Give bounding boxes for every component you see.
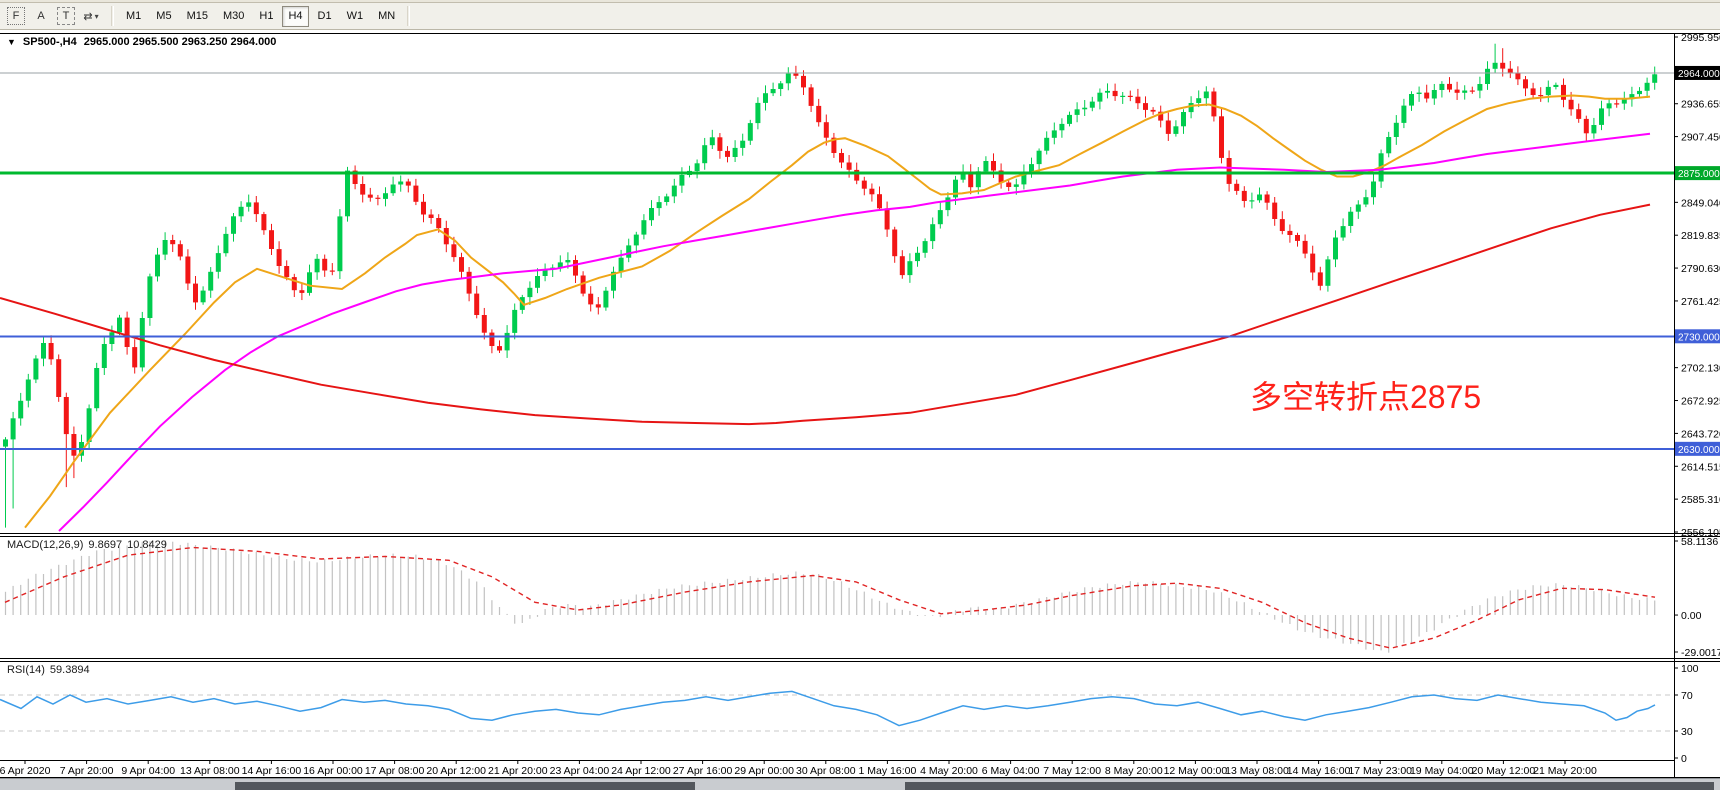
time-axis-label: 14 Apr 16:00 <box>242 765 302 777</box>
time-axis-label: 21 Apr 20:00 <box>488 765 548 777</box>
time-axis-label: 17 May 23:00 <box>1348 765 1412 777</box>
price-axis-tick: 2672.925 <box>1681 396 1720 408</box>
timeframe-m1-button[interactable]: M1 <box>126 10 142 22</box>
time-axis-label: 7 May 12:00 <box>1043 765 1101 777</box>
symbol-period-label: SP500-,H4 <box>22 36 77 48</box>
price-axis-tick: 2614.515 <box>1681 461 1720 473</box>
time-axis-label: 9 Apr 04:00 <box>121 765 175 777</box>
time-axis-label: 8 May 20:00 <box>1105 765 1163 777</box>
ma-mid-magenta <box>58 132 1651 532</box>
time-axis-label: 1 May 16:00 <box>859 765 917 777</box>
time-axis-label: 27 Apr 16:00 <box>673 765 733 777</box>
timeframe-m30-button[interactable]: M30 <box>222 10 245 22</box>
ma-slow-red <box>0 203 1651 426</box>
macd-params: MACD(12,26,9) <box>7 539 84 551</box>
text-label-a-icon[interactable]: A <box>37 10 45 22</box>
time-axis-label: 29 Apr 00:00 <box>734 765 794 777</box>
macd-label: MACD(12,26,9) 9.8697 10.8429 <box>7 539 172 551</box>
price-axis-tick: 2819.835 <box>1681 230 1720 242</box>
time-axis-label: 16 Apr 00:00 <box>303 765 363 777</box>
price-badge-label: 2964.000 <box>1678 69 1720 80</box>
toolbar-separator <box>407 6 411 26</box>
macd-main-value: 9.8697 <box>88 539 123 551</box>
price-axis-tick: 2849.040 <box>1681 197 1720 209</box>
rsi-line <box>0 690 1656 727</box>
price-badge-label: 2730.000 <box>1678 332 1720 343</box>
text-box-t-icon[interactable]: T <box>57 7 75 25</box>
time-axis-label: 13 May 08:00 <box>1225 765 1289 777</box>
rsi-panel: 100 70 30 0 <box>0 663 1699 765</box>
timeframe-h4-button[interactable]: H4 <box>282 5 309 27</box>
price-badge <box>1675 329 1720 344</box>
macd-panel: 58.1136 0.00 -29.0017 <box>4 536 1720 659</box>
timeframe-w1-button[interactable]: W1 <box>346 10 364 22</box>
collapse-caret-icon[interactable]: ▼ <box>7 37 16 47</box>
price-axis-tick: 2936.655 <box>1681 99 1720 111</box>
ohlc-values: 2965.000 2965.500 2963.250 2964.000 <box>83 36 277 48</box>
time-axis-label: 20 May 12:00 <box>1472 765 1536 777</box>
rsi-params: RSI(14) <box>7 664 45 676</box>
price-axis-tick: 2702.130 <box>1681 363 1720 375</box>
macd-axis-tick: -29.0017 <box>1681 647 1720 659</box>
rsi-label: RSI(14) 59.3894 <box>7 664 95 676</box>
macd-axis-tick: 58.1136 <box>1681 536 1718 548</box>
taskbar-segment <box>905 782 1714 790</box>
toolbar-separator <box>111 6 114 26</box>
rsi-axis-tick: 70 <box>1681 690 1693 702</box>
price-badge-label: 2630.000 <box>1678 445 1720 456</box>
timeframe-m15-button[interactable]: M15 <box>186 10 208 22</box>
time-axis-label: 12 May 00:00 <box>1164 765 1228 777</box>
time-axis-label: 24 Apr 12:00 <box>611 765 671 777</box>
price-badge <box>1675 65 1720 80</box>
time-axis-label: 6 May 04:00 <box>982 765 1040 777</box>
taskbar-strip <box>0 778 1720 790</box>
taskbar-segment <box>235 782 695 790</box>
cycle-arrows-icon[interactable]: ⇄ ▾ <box>83 10 99 23</box>
dropdown-caret-icon[interactable]: ▾ <box>94 11 99 21</box>
price-axis-tick: 2790.630 <box>1681 263 1720 275</box>
chart-background <box>0 33 1720 777</box>
time-axis-label: 21 May 20:00 <box>1533 765 1597 777</box>
price-badge-label: 2875.000 <box>1678 169 1720 180</box>
time-axis-label: 14 May 16:00 <box>1287 765 1351 777</box>
quote-line: ▼ SP500-,H4 2965.000 2965.500 2963.250 2… <box>7 36 276 48</box>
timeframe-d1-button[interactable]: D1 <box>317 10 332 22</box>
pointer-mode-f-icon[interactable]: F <box>7 7 25 25</box>
timeframe-mn-button[interactable]: MN <box>378 10 396 22</box>
window-top-strip <box>0 0 1720 3</box>
price-axis-tick: 2907.450 <box>1681 132 1720 144</box>
price-axis-tick: 2556.105 <box>1681 527 1720 539</box>
time-axis-label: 20 Apr 12:00 <box>426 765 486 777</box>
drawing-tools-group: F A T ⇄ ▾ <box>2 7 105 25</box>
macd-signal-line <box>4 546 1656 649</box>
toolbar: F A T ⇄ ▾ M1 M5 M15 M30 H1 H4 D1 W1 MN <box>0 3 1720 30</box>
timeframe-m5-button[interactable]: M5 <box>156 10 172 22</box>
time-axis-label: 17 Apr 08:00 <box>365 765 425 777</box>
timeframe-buttons-group: M1 M5 M15 M30 H1 H4 D1 W1 MN <box>120 5 401 27</box>
time-axis-label: 7 Apr 20:00 <box>60 765 114 777</box>
price-badge <box>1675 166 1720 181</box>
price-axis-tick: 2643.720 <box>1681 428 1720 440</box>
candles-layer <box>3 43 1658 528</box>
time-axis-label: 6 Apr 2020 <box>0 765 51 777</box>
time-axis-label: 13 Apr 08:00 <box>180 765 240 777</box>
rsi-axis-tick: 30 <box>1681 726 1693 738</box>
time-axis-label: 23 Apr 04:00 <box>550 765 610 777</box>
rsi-axis-tick: 0 <box>1681 753 1687 765</box>
time-axis-label: 19 May 04:00 <box>1410 765 1474 777</box>
timeframe-h1-button[interactable]: H1 <box>259 10 274 22</box>
price-axis-tick: 2995.950 <box>1681 32 1720 44</box>
time-axis-label: 4 May 20:00 <box>920 765 978 777</box>
price-axis-tick: 2761.425 <box>1681 296 1720 308</box>
macd-signal-value: 10.8429 <box>127 539 167 551</box>
time-axis-label: 30 Apr 08:00 <box>796 765 856 777</box>
annotation-text: 多空转折点2875 <box>1250 379 1482 415</box>
rsi-axis-tick: 100 <box>1681 663 1699 675</box>
price-axis-tick: 2585.310 <box>1681 494 1720 506</box>
rsi-value: 59.3894 <box>49 664 90 676</box>
macd-axis-tick: 0.00 <box>1681 610 1702 622</box>
price-badge <box>1675 441 1720 456</box>
